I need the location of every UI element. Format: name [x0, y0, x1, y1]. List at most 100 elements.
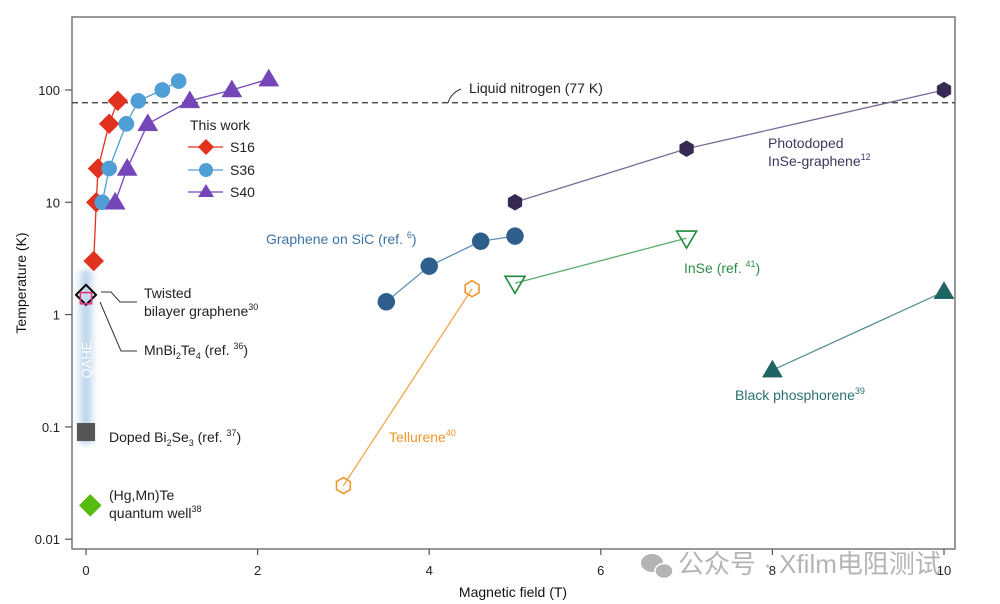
data-point-s36: [154, 82, 171, 98]
label-doped-bi2se3: Doped Bi2Se3 (ref. 37): [109, 428, 241, 448]
label-mnbi-close: ): [243, 342, 248, 358]
label-mnbi2te4: MnBi2Te4 (ref. 36): [144, 341, 248, 361]
label-graphene-sic-ref: 6: [407, 230, 412, 240]
x-axis: 0 2 4 6 8 10: [82, 549, 951, 578]
data-point-photodoped-inse-graphene: [507, 194, 523, 211]
data-point-graphene-on-sic: [377, 293, 396, 311]
label-bp-text: Black phosphorene: [735, 387, 855, 403]
data-point-s16: [107, 90, 129, 112]
label-bise-ref: 37: [226, 428, 236, 438]
label-tbg-line1: Twisted: [144, 285, 191, 301]
label-photodoped: Photodoped: [768, 135, 844, 151]
data-point-s40: [137, 113, 159, 132]
label-tellurene-text: Tellurene: [389, 429, 446, 445]
legend-entry-s16: S16: [188, 139, 255, 155]
label-bise-sub2: 3: [189, 438, 194, 448]
label-inse-text: InSe (ref.: [684, 260, 745, 276]
label-mnbi-sub2: 4: [196, 351, 201, 361]
data-point-black-phosphorene: [933, 281, 955, 299]
label-mnbi-c: (ref.: [201, 342, 234, 358]
data-point-s36: [101, 160, 118, 177]
data-point-mnbi2te4: [79, 291, 93, 305]
label-bise-close: ): [236, 429, 241, 445]
y-tick-label: 1: [53, 308, 60, 323]
data-point-inse: [503, 275, 527, 295]
legend-marker-s16: [198, 139, 214, 155]
label-graphene-sic: Graphene on SiC (ref. 6): [266, 230, 417, 247]
label-bise-a: Doped Bi: [109, 429, 167, 445]
data-point-s40: [104, 191, 126, 210]
data-point-twisted-bilayer-graphene: [74, 283, 98, 307]
legend-title: This work: [190, 117, 251, 133]
label-mnbi-b: Te: [181, 342, 196, 358]
y-tick-label: 100: [38, 83, 60, 98]
x-tick-label: 2: [254, 563, 261, 578]
label-tellurene-ref: 40: [446, 428, 456, 438]
label-hgmnte-2: quantum well38: [109, 504, 202, 521]
x-tick-label: 6: [597, 563, 604, 578]
data-point-s40: [221, 79, 243, 98]
label-bise-sub1: 2: [167, 438, 172, 448]
qahe-band: [72, 269, 100, 445]
label-hgmnte-1: (Hg,Mn)Te: [109, 487, 175, 503]
y-tick-label: 10: [46, 195, 60, 210]
data-point-graphene-on-sic: [420, 257, 438, 275]
x-tick-label: 10: [937, 563, 951, 578]
series-line-inse: [514, 237, 687, 284]
data-point-graphene-on-sic: [471, 232, 490, 250]
data-point-s36: [170, 73, 187, 90]
series-line-photodoped-inse-graphene: [514, 89, 945, 203]
series-line-tellurene: [342, 288, 473, 486]
data-point-s40: [116, 158, 138, 176]
series-line-black-phosphorene: [772, 291, 945, 371]
legend-label-s16: S16: [230, 139, 255, 155]
label-black-phosphorene: Black phosphorene39: [735, 386, 865, 403]
label-photodoped-line2: InSe-graphene: [768, 153, 861, 169]
label-graphene-sic-close: ): [412, 231, 417, 247]
label-hgmnte-line2: quantum well: [109, 505, 192, 521]
wechat-icon: [641, 554, 674, 580]
legend-label-s36: S36: [230, 162, 255, 178]
label-bise-c: (ref.: [194, 429, 227, 445]
mnbi-leader: [99, 301, 137, 352]
label-photodoped-2: InSe-graphene12: [768, 152, 871, 169]
label-inse-close: ): [755, 260, 760, 276]
label-tbg-line2: bilayer graphene: [144, 303, 249, 319]
legend-label-s40: S40: [230, 184, 255, 200]
x-tick-label: 4: [426, 563, 433, 578]
y-axis: 0.01 0.1 1 10 100: [35, 83, 72, 547]
watermark: 公众号 · Xfilm电阻测试: [641, 549, 941, 580]
data-point-black-phosphorene: [761, 359, 783, 378]
data-point-s16: [98, 113, 120, 135]
label-bp-ref: 39: [855, 386, 865, 396]
liquid-nitrogen-leader: [447, 88, 462, 104]
label-mnbi-sub1: 2: [176, 351, 181, 361]
legend-entry-s40: S40: [188, 184, 255, 200]
data-point-s36: [130, 92, 147, 109]
legend: This work S16 S36 S40: [188, 117, 255, 200]
label-mnbi-ref: 36: [233, 341, 243, 351]
label-graphene-sic-text: Graphene on SiC (ref.: [266, 231, 407, 247]
data-point-inse: [675, 230, 698, 250]
label-tbg-1: Twisted: [144, 285, 191, 301]
tbg-leader: [101, 291, 137, 303]
label-inse-ref: 41: [745, 259, 755, 269]
y-tick-label: 0.1: [42, 420, 60, 435]
label-tbg-2: bilayer graphene30: [144, 302, 258, 319]
label-tellurene: Tellurene40: [389, 428, 456, 445]
data-point-doped-bi2se3: [76, 422, 96, 442]
data-point-s16: [83, 250, 105, 272]
data-point-hg-mn-te-quantum-well: [78, 494, 102, 517]
x-tick-label: 8: [769, 563, 776, 578]
label-mnbi-a: MnBi: [144, 342, 176, 358]
x-tick-label: 0: [82, 563, 89, 578]
data-point-s40: [258, 68, 280, 87]
legend-marker-s36: [199, 163, 213, 177]
data-point-s36: [118, 115, 135, 132]
label-bise-b: Se: [172, 429, 189, 445]
label-inse: InSe (ref. 41): [684, 259, 760, 276]
label-photodoped-ref: 12: [861, 152, 871, 162]
legend-entry-s36: S36: [188, 162, 255, 178]
data-point-s40: [179, 90, 201, 109]
label-hgmnte-ref: 38: [192, 504, 202, 514]
